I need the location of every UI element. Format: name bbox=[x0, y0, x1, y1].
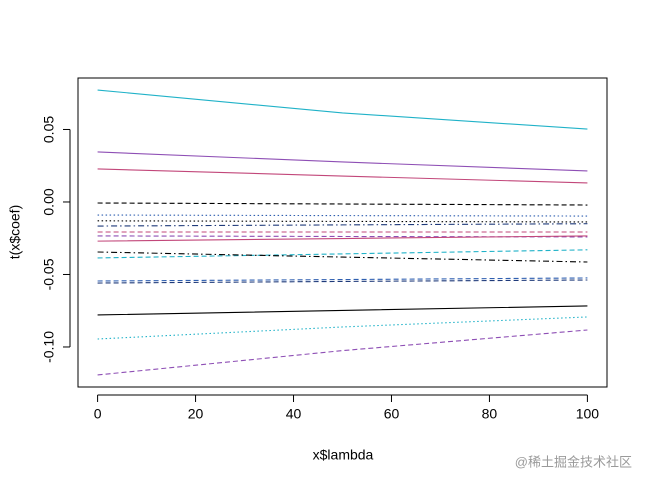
plot-frame bbox=[77, 77, 608, 388]
x-tick-label: 40 bbox=[286, 406, 302, 422]
y-tick-label: 0.05 bbox=[41, 116, 57, 143]
series-line bbox=[97, 329, 588, 376]
series-line bbox=[97, 202, 588, 206]
series-line bbox=[97, 168, 588, 184]
x-tick-label: 0 bbox=[94, 406, 102, 422]
series-line bbox=[97, 305, 588, 316]
series-line bbox=[97, 316, 588, 340]
series-line bbox=[97, 214, 588, 217]
x-tick-label: 80 bbox=[482, 406, 498, 422]
series-line bbox=[97, 279, 588, 284]
y-axis-label: t(x$coef) bbox=[7, 205, 23, 259]
y-tick-label: -0.05 bbox=[41, 258, 57, 290]
series-line bbox=[97, 235, 588, 242]
x-tick-label: 100 bbox=[576, 406, 600, 422]
series-line bbox=[97, 220, 588, 223]
series-line bbox=[97, 151, 588, 172]
y-tick-label: -0.10 bbox=[41, 331, 57, 363]
x-tick-label: 20 bbox=[188, 406, 204, 422]
y-tick-label: 0.00 bbox=[41, 188, 57, 215]
series-line bbox=[97, 223, 588, 227]
x-axis-label: x$lambda bbox=[313, 447, 374, 463]
series-line bbox=[97, 251, 588, 263]
series-line bbox=[97, 89, 588, 130]
watermark: @稀土掘金技术社区 bbox=[515, 454, 632, 469]
x-tick-label: 60 bbox=[384, 406, 400, 422]
series-line bbox=[97, 249, 588, 259]
series-line bbox=[97, 277, 588, 282]
